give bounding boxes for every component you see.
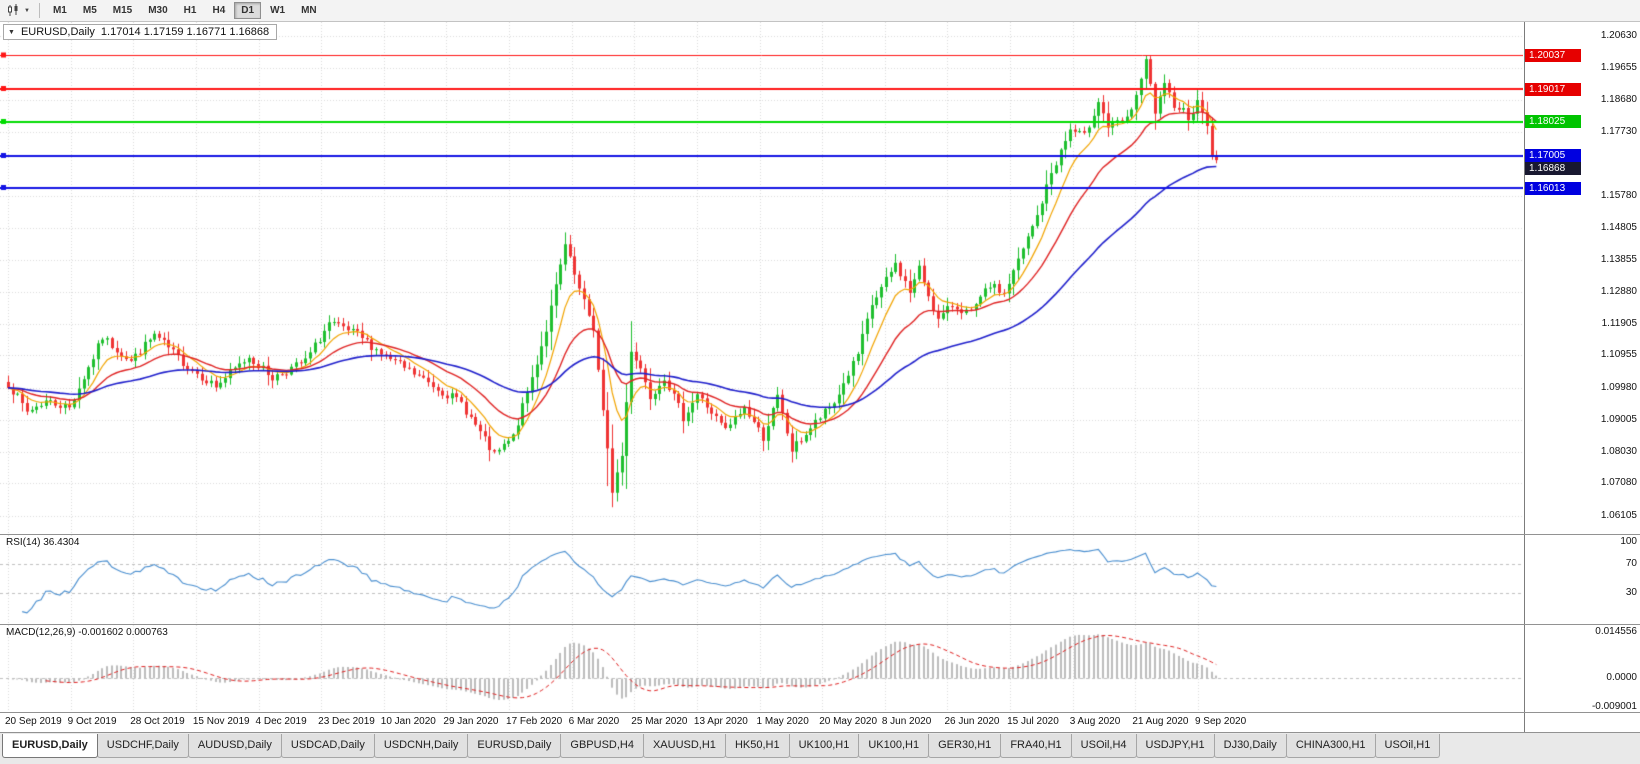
macd-axis: 0.014556 0.0000 -0.009001 [1524,625,1640,712]
candlestick-chart-icon[interactable] [6,4,21,17]
chart-tab-uk100-h1[interactable]: UK100,H1 [788,734,860,758]
macd-panel: MACD(12,26,9) -0.001602 0.000763 0.01455… [0,624,1640,712]
main-chart-panel: ▼ EURUSD,Daily 1.17014 1.17159 1.16771 1… [0,22,1640,534]
date-tick-label: 23 Dec 2019 [318,716,375,727]
date-tick-label: 3 Aug 2020 [1069,716,1121,727]
macd-axis-label: 0.014556 [1595,625,1637,637]
chart-tab-uk100-h1[interactable]: UK100,H1 [858,734,930,758]
date-tick-label: 8 Jun 2020 [881,716,932,727]
price-axis-label: 1.09005 [1600,413,1637,425]
price-tag: 1.20037 [1525,48,1581,62]
chart-menu-icon[interactable]: ▼ [8,28,15,36]
rsi-panel: RSI(14) 36.4304 100 70 30 [0,534,1640,624]
date-tick-label: 25 Mar 2020 [631,716,688,727]
date-tick-label: 13 Apr 2020 [693,716,748,727]
price-axis-label: 1.15780 [1600,190,1637,202]
date-tick-label: 17 Feb 2020 [506,716,563,727]
chart-tab-eurusd-daily[interactable]: EURUSD,Daily [2,734,98,758]
price-axis-label: 1.17730 [1600,125,1637,137]
date-tick-label: 26 Jun 2020 [944,716,1000,727]
date-tick-label: 4 Dec 2019 [255,716,307,727]
rsi-axis-label: 30 [1625,587,1637,599]
chart-symbol-label: EURUSD,Daily [20,26,95,38]
date-tick-label: 21 Aug 2020 [1132,716,1189,727]
chart-tab-china300-h1[interactable]: CHINA300,H1 [1285,734,1376,758]
date-tick-label: 15 Nov 2019 [192,716,250,727]
date-tick-label: 9 Sep 2020 [1194,716,1247,727]
price-axis-label: 1.07080 [1600,477,1637,489]
chart-tab-usdchf-daily[interactable]: USDCHF,Daily [96,734,189,758]
time-axis: 20 Sep 2019 9 Oct 2019 28 Oct 2019 15 Nov 2… [0,712,1640,732]
axis-corner [1524,713,1640,732]
price-axis-label: 1.08030 [1600,446,1637,458]
date-tick-label: 10 Jan 2020 [380,716,436,727]
chart-ohlc-values: 1.17014 1.17159 1.16771 1.16868 [100,26,270,38]
macd-canvas[interactable] [0,625,1523,712]
toolbar-separator [38,3,40,18]
chart-tab-xauusd-h1[interactable]: XAUUSD,H1 [642,734,726,758]
price-tag: 1.17005 [1525,149,1581,163]
chart-tab-audusd-daily[interactable]: AUDUSD,Daily [187,734,282,758]
price-tag: 1.16013 [1525,181,1581,195]
chart-tab-usdcad-daily[interactable]: USDCAD,Daily [280,734,375,758]
price-tag: 1.18025 [1525,115,1581,129]
chart-tab-hk50-h1[interactable]: HK50,H1 [724,734,790,758]
date-tick-label: 9 Oct 2019 [67,716,117,727]
chart-tab-usdcnh-daily[interactable]: USDCNH,Daily [373,734,469,758]
date-tick-label: 29 Jan 2020 [443,716,499,727]
timeframe-group: M1 M5 M15 M30 H1 H4 D1 W1 MN [45,2,325,19]
macd-axis-label: 0.0000 [1606,672,1637,684]
price-axis-label: 1.11905 [1601,318,1637,330]
date-tick-label: 28 Oct 2019 [130,716,185,727]
rsi-axis: 100 70 30 [1524,535,1640,624]
candlestick-glyph [8,4,18,16]
price-axis: 1.20630 1.19655 1.18680 1.17730 1.15780 1.148… [1524,22,1640,534]
price-axis-label: 1.12880 [1600,285,1637,297]
chart-tab-eurusd-daily[interactable]: EURUSD,Daily [467,734,562,758]
timeframe-button-m5[interactable]: M5 [82,5,97,16]
timeframe-button-mn[interactable]: MN [301,5,317,16]
timeframe-button-d1[interactable]: D1 [234,2,262,19]
chart-tabs-bar: EURUSD,Daily USDCHF,Daily AUDUSD,Daily USDC… [0,732,1640,764]
timeframe-button-m15[interactable]: M15 [112,5,133,16]
timeframe-button-m1[interactable]: M1 [52,5,67,16]
timeframe-button-h4[interactable]: H4 [212,5,226,16]
date-tick-label: 6 Mar 2020 [568,716,620,727]
chart-tab-ger30-h1[interactable]: GER30,H1 [928,734,1002,758]
macd-indicator-label: MACD(12,26,9) -0.001602 0.000763 [6,627,168,638]
price-tag: 1.19017 [1525,82,1581,96]
price-axis-label: 1.20630 [1600,29,1637,41]
price-axis-label: 1.09980 [1600,381,1637,393]
chart-tab-usoil-h4[interactable]: USOil,H4 [1070,734,1137,758]
chart-tab-usoil-h1[interactable]: USOil,H1 [1374,734,1441,758]
chevron-down-icon[interactable]: ▼ [24,7,30,14]
price-axis-label: 1.13855 [1600,253,1637,265]
price-axis-label: 1.14805 [1600,222,1637,234]
top-toolbar: ▼ M1 M5 M15 M30 H1 H4 D1 W1 MN [0,0,1640,22]
chart-tab-fra40-h1[interactable]: FRA40,H1 [1000,734,1072,758]
macd-axis-label: -0.009001 [1591,700,1637,712]
rsi-canvas[interactable] [0,535,1523,624]
chart-tab-dj30-daily[interactable]: DJ30,Daily [1213,734,1287,758]
rsi-indicator-label: RSI(14) 36.4304 [6,537,80,548]
date-tick-label: 20 May 2020 [819,716,878,727]
price-axis-label: 1.10955 [1600,349,1637,361]
timeframe-button-w1[interactable]: W1 [270,5,286,16]
price-axis-label: 1.06105 [1600,509,1637,521]
chart-tab-gbpusd-h4[interactable]: GBPUSD,H4 [560,734,644,758]
price-axis-label: 1.19655 [1600,62,1637,74]
price-tag: 1.16868 [1525,162,1581,176]
date-tick-label: 20 Sep 2019 [5,716,62,727]
date-tick-label: 15 Jul 2020 [1007,716,1059,727]
chart-title: ▼ EURUSD,Daily 1.17014 1.17159 1.16771 1… [3,24,278,40]
timeframe-button-h1[interactable]: H1 [183,5,197,16]
date-tick-label: 1 May 2020 [756,716,809,727]
rsi-axis-label: 100 [1620,536,1637,548]
price-axis-label: 1.18680 [1600,94,1637,106]
chart-tab-usdjpy-h1[interactable]: USDJPY,H1 [1135,734,1215,758]
rsi-axis-label: 70 [1625,558,1637,570]
price-chart-canvas[interactable] [0,22,1523,534]
timeframe-button-m30[interactable]: M30 [148,5,168,16]
